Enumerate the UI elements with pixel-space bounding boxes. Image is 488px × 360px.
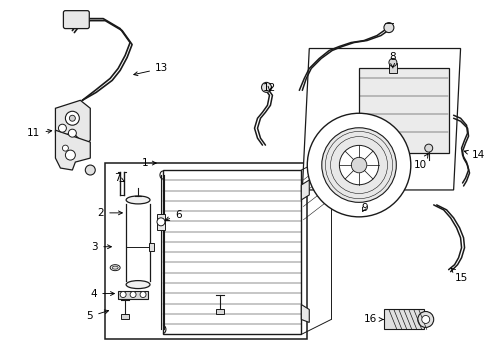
Circle shape <box>65 111 79 125</box>
Polygon shape <box>55 130 90 170</box>
Circle shape <box>120 292 126 298</box>
Bar <box>383 310 423 329</box>
Text: 11: 11 <box>27 128 52 138</box>
Text: 6: 6 <box>165 210 181 221</box>
Text: 5: 5 <box>86 310 108 321</box>
Circle shape <box>85 165 95 175</box>
Circle shape <box>417 311 433 328</box>
Bar <box>215 310 223 315</box>
Text: 16: 16 <box>363 314 382 324</box>
Circle shape <box>383 23 393 32</box>
Bar <box>105 163 306 339</box>
Circle shape <box>261 82 271 92</box>
Text: 4: 4 <box>90 289 114 298</box>
Text: 3: 3 <box>91 242 111 252</box>
Circle shape <box>424 144 432 152</box>
Circle shape <box>339 145 378 185</box>
Text: 13: 13 <box>134 63 168 76</box>
Text: 12: 12 <box>263 84 276 93</box>
Circle shape <box>388 58 396 67</box>
Circle shape <box>350 157 366 173</box>
Text: 15: 15 <box>450 268 467 283</box>
Bar <box>118 291 148 298</box>
Circle shape <box>69 115 75 121</box>
Circle shape <box>306 113 410 217</box>
Ellipse shape <box>126 280 150 289</box>
Circle shape <box>157 218 164 226</box>
Text: 9: 9 <box>360 203 367 213</box>
Text: 2: 2 <box>98 208 122 218</box>
Ellipse shape <box>126 196 150 204</box>
Polygon shape <box>55 100 90 148</box>
Ellipse shape <box>112 266 118 269</box>
Bar <box>157 214 164 230</box>
Circle shape <box>68 129 76 137</box>
Circle shape <box>58 124 66 132</box>
Polygon shape <box>301 305 308 323</box>
Polygon shape <box>302 49 460 190</box>
Bar <box>388 63 396 73</box>
Circle shape <box>421 315 429 323</box>
Text: 10: 10 <box>413 154 427 170</box>
Circle shape <box>62 145 68 151</box>
Text: 1: 1 <box>141 158 156 168</box>
Polygon shape <box>301 180 308 200</box>
Circle shape <box>321 128 395 202</box>
Circle shape <box>65 150 75 160</box>
Bar <box>163 170 301 334</box>
FancyBboxPatch shape <box>63 11 89 28</box>
Text: 7: 7 <box>114 173 124 183</box>
Circle shape <box>140 292 146 298</box>
Bar <box>121 315 129 319</box>
Circle shape <box>130 292 136 298</box>
Bar <box>358 68 447 153</box>
Text: 8: 8 <box>388 53 395 68</box>
Ellipse shape <box>110 265 120 271</box>
Text: 14: 14 <box>463 150 484 160</box>
Bar <box>149 243 154 251</box>
